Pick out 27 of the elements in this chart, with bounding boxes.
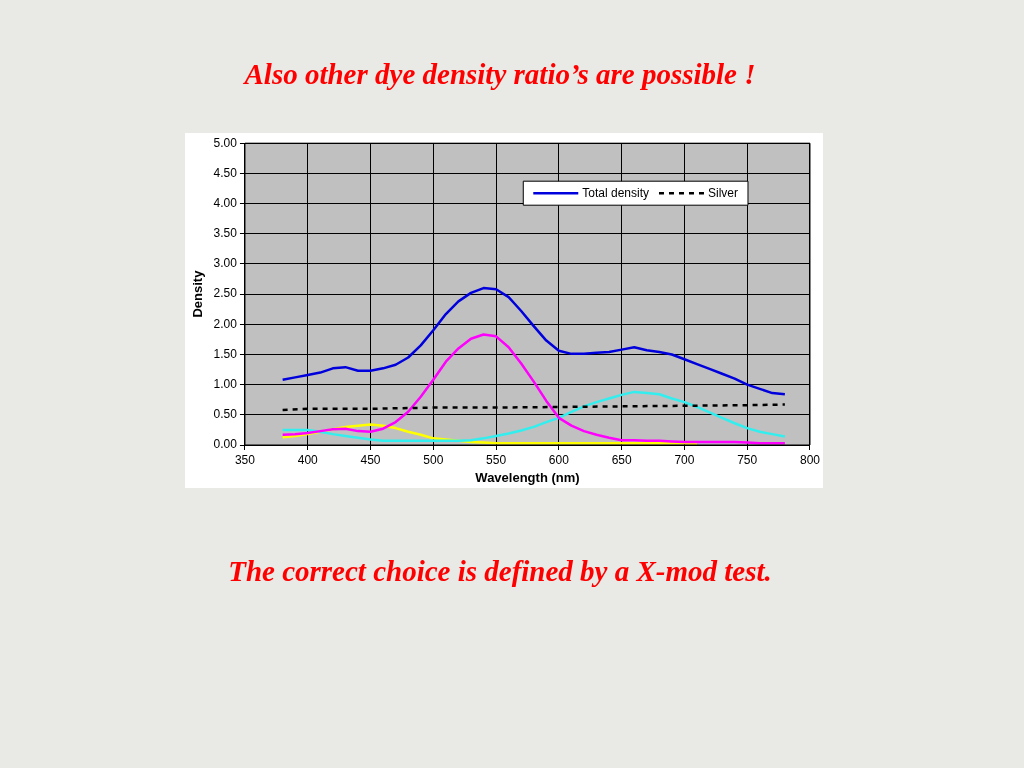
x-tick-label: 550	[486, 452, 507, 467]
chart-title: Also other dye density ratio’s are possible !	[242, 58, 757, 91]
x-tick-label: 400	[297, 452, 319, 467]
y-tick-label: 2.00	[213, 316, 238, 331]
y-tick-label: 4.50	[213, 165, 238, 180]
x-tick-label: 700	[674, 452, 695, 467]
x-tick-label: 800	[799, 452, 821, 467]
legend-label: Silver	[707, 185, 738, 200]
text: The correct choice is defined by a X-mod test.	[227, 555, 773, 588]
y-tick-label: 2.50	[213, 286, 238, 301]
legend-label: Total density	[582, 185, 649, 200]
x-axis-title: Wavelength (nm)	[475, 469, 580, 485]
x-tick-label: 500	[423, 452, 444, 467]
y-tick-label: 0.00	[213, 437, 238, 452]
x-tick-label: 650	[611, 452, 632, 467]
x-tick-label: 350	[234, 452, 256, 467]
y-axis-title: Density	[190, 269, 206, 318]
x-tick-label: 750	[737, 452, 758, 467]
y-tick-label: 4.00	[213, 195, 238, 210]
y-tick-label: 1.50	[213, 346, 238, 361]
y-tick-label: 1.00	[213, 376, 238, 391]
x-tick-label: 600	[548, 452, 570, 467]
y-tick-label: 0.50	[213, 407, 238, 422]
y-tick-label: 3.50	[213, 226, 238, 241]
x-tick-label: 450	[360, 452, 381, 467]
y-tick-label: 5.00	[213, 135, 238, 150]
y-tick-label: 3.00	[213, 256, 238, 271]
